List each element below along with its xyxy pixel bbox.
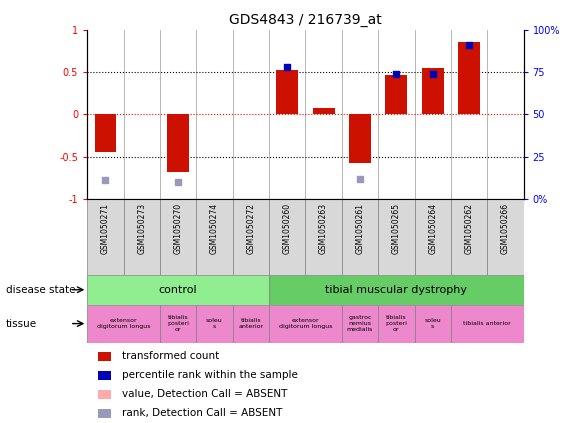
FancyBboxPatch shape xyxy=(87,275,269,305)
Text: soleu
s: soleu s xyxy=(206,318,223,329)
Bar xyxy=(349,114,371,163)
Text: tibialis
anterior: tibialis anterior xyxy=(238,318,263,329)
Text: GSM1050265: GSM1050265 xyxy=(392,203,401,254)
Point xyxy=(101,177,110,184)
Text: soleu
s: soleu s xyxy=(425,318,441,329)
Text: GSM1050272: GSM1050272 xyxy=(247,203,256,254)
Text: tibialis
posteri
or: tibialis posteri or xyxy=(167,315,189,332)
Bar xyxy=(422,68,444,114)
Text: extensor
digitorum longus: extensor digitorum longus xyxy=(279,318,332,329)
Text: GSM1050274: GSM1050274 xyxy=(210,203,219,254)
FancyBboxPatch shape xyxy=(451,305,524,343)
Point xyxy=(355,175,364,182)
Text: transformed count: transformed count xyxy=(122,352,220,361)
FancyBboxPatch shape xyxy=(233,199,269,275)
Text: disease state: disease state xyxy=(6,285,75,295)
Text: GSM1050270: GSM1050270 xyxy=(173,203,182,254)
FancyBboxPatch shape xyxy=(342,199,378,275)
FancyBboxPatch shape xyxy=(414,305,451,343)
FancyBboxPatch shape xyxy=(87,199,124,275)
Point xyxy=(464,41,473,48)
Text: rank, Detection Call = ABSENT: rank, Detection Call = ABSENT xyxy=(122,409,283,418)
Text: tissue: tissue xyxy=(6,319,37,329)
Bar xyxy=(312,108,334,114)
Point xyxy=(173,179,182,185)
Text: GSM1050264: GSM1050264 xyxy=(428,203,437,254)
Text: GSM1050262: GSM1050262 xyxy=(464,203,473,254)
Text: tibialis anterior: tibialis anterior xyxy=(463,321,511,326)
FancyBboxPatch shape xyxy=(160,199,196,275)
Text: extensor
digitorum longus: extensor digitorum longus xyxy=(97,318,150,329)
Text: gastroc
nemius
medialis: gastroc nemius medialis xyxy=(347,315,373,332)
FancyBboxPatch shape xyxy=(196,305,233,343)
Bar xyxy=(276,70,298,114)
Bar xyxy=(98,390,111,399)
FancyBboxPatch shape xyxy=(487,199,524,275)
FancyBboxPatch shape xyxy=(269,305,342,343)
Text: GSM1050261: GSM1050261 xyxy=(355,203,364,254)
Text: GSM1050263: GSM1050263 xyxy=(319,203,328,254)
Bar xyxy=(98,352,111,361)
FancyBboxPatch shape xyxy=(233,305,269,343)
Point xyxy=(283,63,292,70)
FancyBboxPatch shape xyxy=(378,305,414,343)
Point xyxy=(392,71,401,78)
FancyBboxPatch shape xyxy=(414,199,451,275)
Text: tibialis
posteri
or: tibialis posteri or xyxy=(386,315,407,332)
Bar xyxy=(95,114,117,152)
FancyBboxPatch shape xyxy=(160,305,196,343)
Bar xyxy=(386,75,407,114)
Text: tibial muscular dystrophy: tibial muscular dystrophy xyxy=(325,285,467,295)
Bar xyxy=(98,409,111,418)
Text: percentile rank within the sample: percentile rank within the sample xyxy=(122,371,298,380)
Title: GDS4843 / 216739_at: GDS4843 / 216739_at xyxy=(229,13,382,27)
Text: GSM1050273: GSM1050273 xyxy=(137,203,146,254)
FancyBboxPatch shape xyxy=(87,305,160,343)
Text: GSM1050271: GSM1050271 xyxy=(101,203,110,254)
FancyBboxPatch shape xyxy=(305,199,342,275)
FancyBboxPatch shape xyxy=(451,199,487,275)
FancyBboxPatch shape xyxy=(124,199,160,275)
Text: GSM1050260: GSM1050260 xyxy=(283,203,292,254)
Point xyxy=(428,71,437,78)
Text: control: control xyxy=(159,285,198,295)
FancyBboxPatch shape xyxy=(196,199,233,275)
FancyBboxPatch shape xyxy=(269,199,305,275)
FancyBboxPatch shape xyxy=(378,199,414,275)
Bar xyxy=(98,371,111,380)
FancyBboxPatch shape xyxy=(269,275,524,305)
Text: value, Detection Call = ABSENT: value, Detection Call = ABSENT xyxy=(122,390,288,399)
FancyBboxPatch shape xyxy=(342,305,378,343)
Text: GSM1050266: GSM1050266 xyxy=(501,203,510,254)
Bar xyxy=(167,114,189,172)
Bar xyxy=(458,42,480,114)
